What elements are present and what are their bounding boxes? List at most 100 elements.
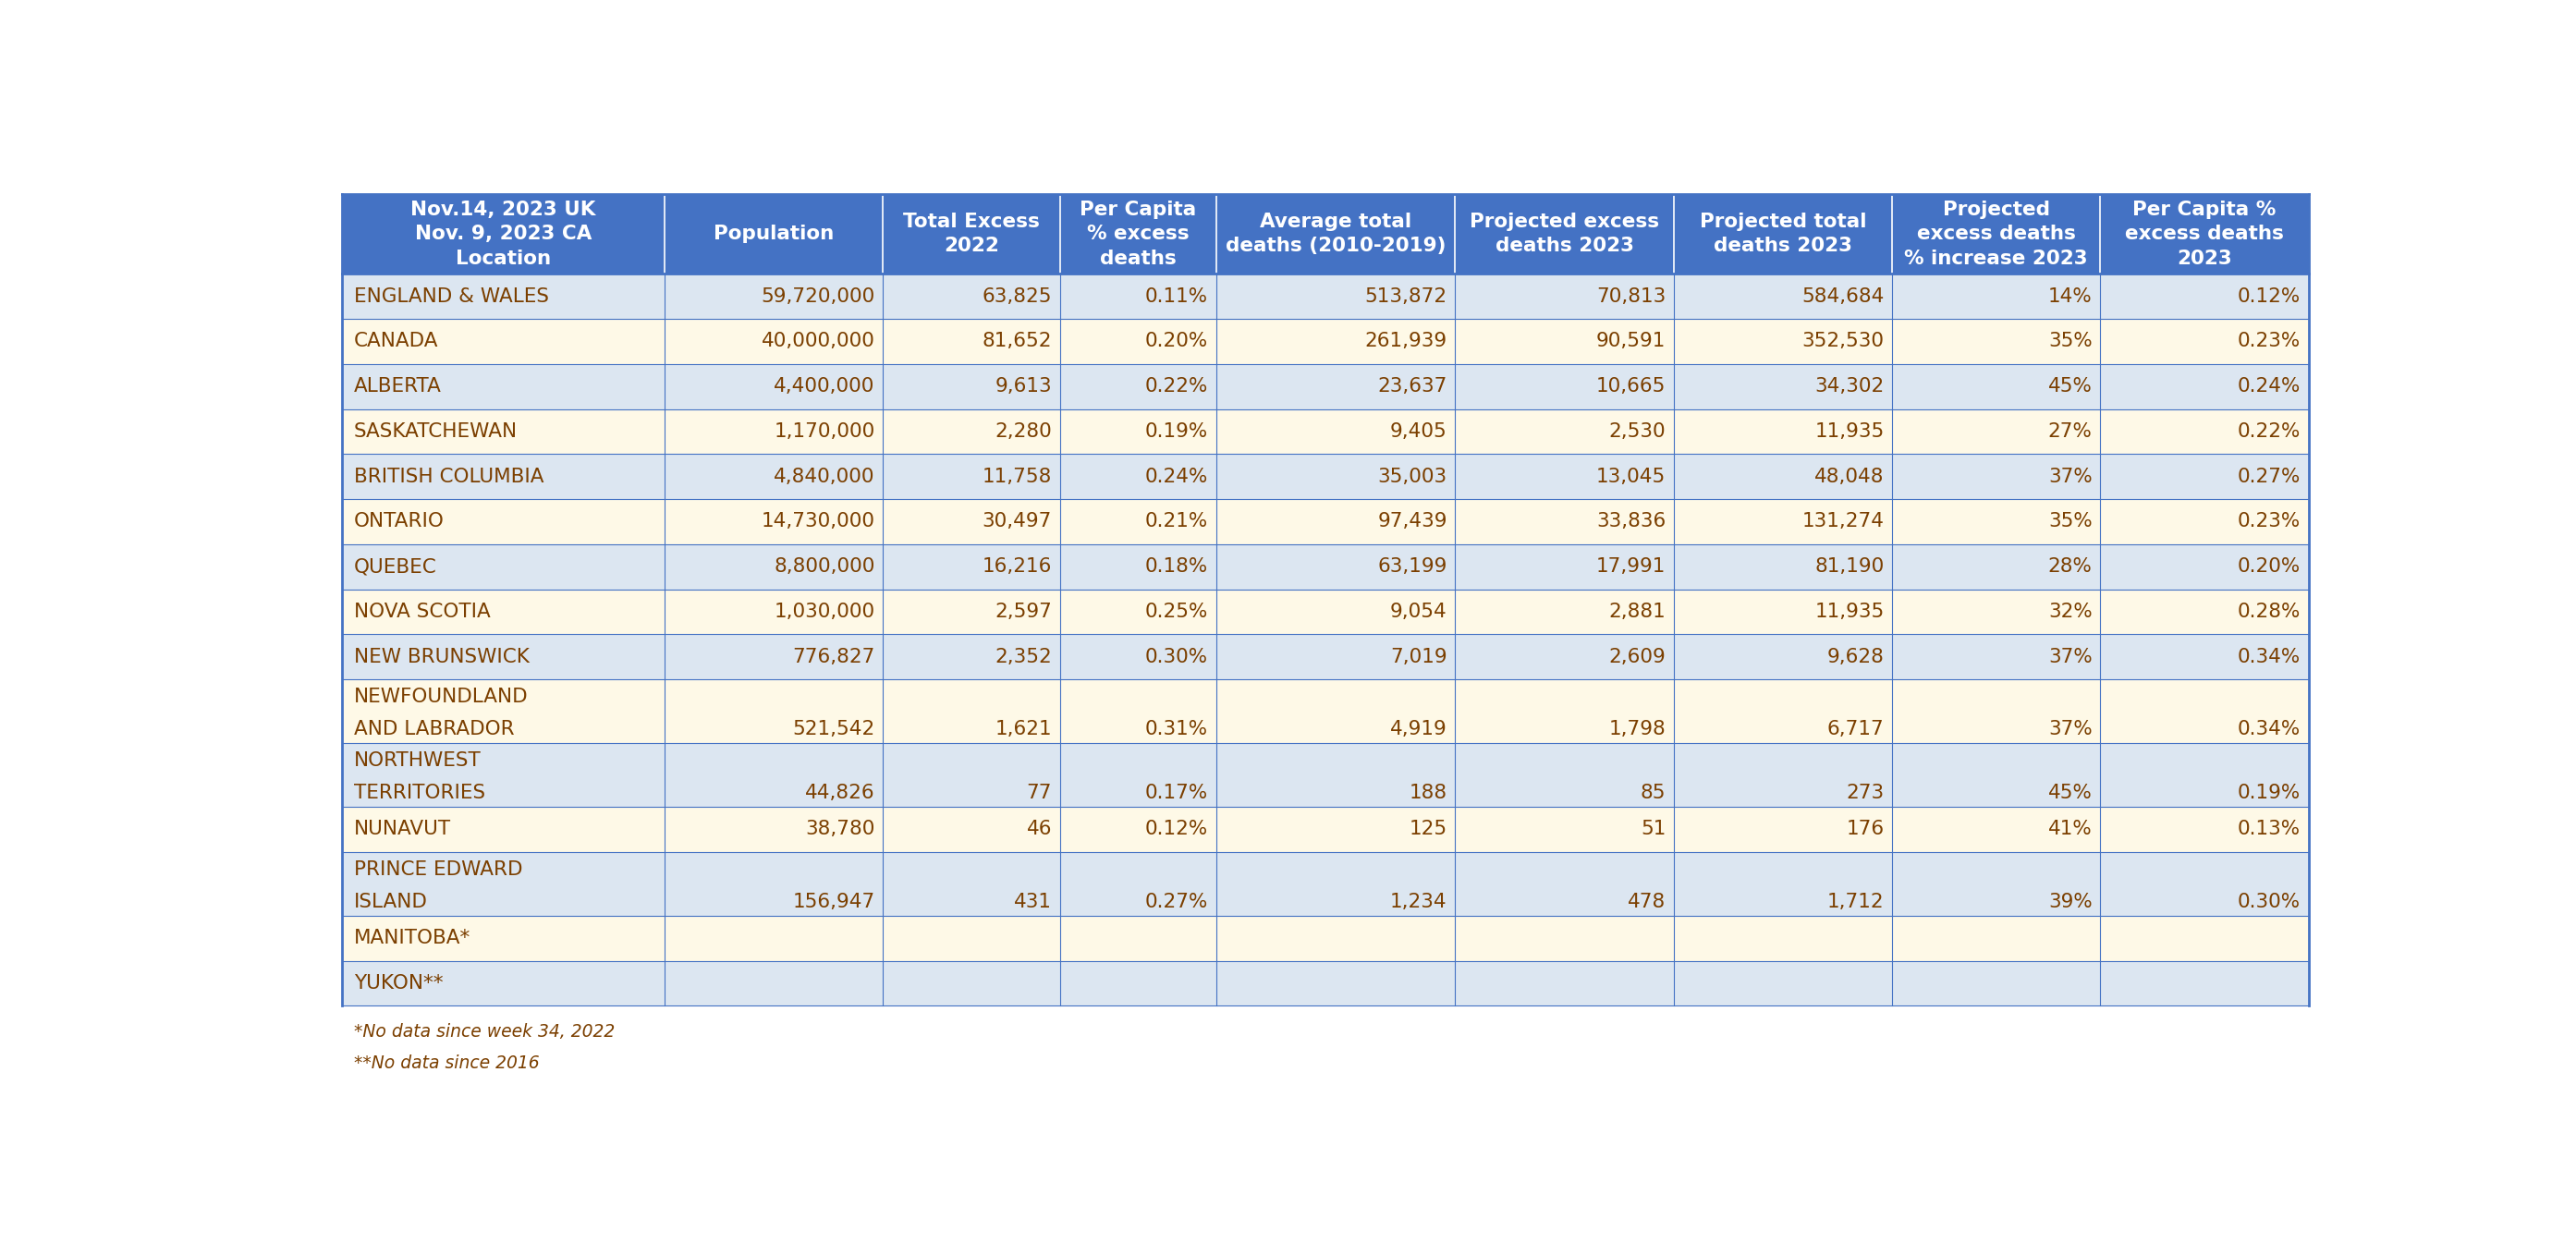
Text: 38,780: 38,780	[806, 821, 876, 838]
Bar	[343, 589, 2308, 634]
Bar	[343, 679, 2308, 743]
Text: 0.34%: 0.34%	[2239, 648, 2300, 666]
Text: 4,400,000: 4,400,000	[773, 378, 876, 395]
Text: 63,199: 63,199	[1378, 557, 1448, 576]
Text: 0.30%: 0.30%	[2239, 892, 2300, 911]
Text: Projected total
deaths 2023: Projected total deaths 2023	[1700, 212, 1868, 256]
Text: 77: 77	[1025, 783, 1051, 802]
Text: 261,939: 261,939	[1365, 333, 1448, 350]
Bar	[343, 364, 2308, 409]
Text: 1,234: 1,234	[1391, 892, 1448, 911]
Text: QUEBEC: QUEBEC	[353, 557, 438, 576]
Text: 776,827: 776,827	[793, 648, 876, 666]
Text: 37%: 37%	[2048, 648, 2092, 666]
Text: 6,717: 6,717	[1826, 720, 1883, 738]
Text: 11,935: 11,935	[1814, 602, 1883, 621]
Text: 0.28%: 0.28%	[2236, 602, 2300, 621]
Bar	[343, 743, 2308, 807]
Text: 81,190: 81,190	[1814, 557, 1883, 576]
Text: 97,439: 97,439	[1378, 512, 1448, 531]
Text: 33,836: 33,836	[1597, 512, 1667, 531]
Text: AND LABRADOR: AND LABRADOR	[353, 720, 515, 738]
Text: NOVA SCOTIA: NOVA SCOTIA	[353, 602, 489, 621]
Bar	[343, 961, 2308, 1005]
Text: Per Capita
% excess
deaths: Per Capita % excess deaths	[1079, 201, 1195, 267]
Text: ALBERTA: ALBERTA	[353, 378, 440, 395]
Text: Population: Population	[714, 225, 835, 243]
Text: 0.22%: 0.22%	[1144, 378, 1208, 395]
Text: 352,530: 352,530	[1803, 333, 1883, 350]
Text: 37%: 37%	[2048, 467, 2092, 486]
Text: 9,054: 9,054	[1391, 602, 1448, 621]
Bar	[343, 409, 2308, 454]
Text: 13,045: 13,045	[1597, 467, 1667, 486]
Text: 11,935: 11,935	[1814, 422, 1883, 441]
Text: 0.12%: 0.12%	[2239, 287, 2300, 306]
Text: ENGLAND & WALES: ENGLAND & WALES	[353, 287, 549, 306]
Bar	[343, 545, 2308, 589]
Text: 46: 46	[1025, 821, 1051, 838]
Text: 125: 125	[1409, 821, 1448, 838]
Text: Nov.14, 2023 UK
Nov. 9, 2023 CA
Location: Nov.14, 2023 UK Nov. 9, 2023 CA Location	[410, 201, 595, 267]
Text: 85: 85	[1641, 783, 1667, 802]
Text: Projected excess
deaths 2023: Projected excess deaths 2023	[1471, 212, 1659, 256]
Text: YUKON**: YUKON**	[353, 974, 443, 993]
Text: 63,825: 63,825	[981, 287, 1051, 306]
Text: NORTHWEST: NORTHWEST	[353, 752, 482, 771]
Text: 521,542: 521,542	[793, 720, 876, 738]
Text: 59,720,000: 59,720,000	[760, 287, 876, 306]
Text: 0.20%: 0.20%	[1144, 333, 1208, 350]
Text: 0.19%: 0.19%	[2239, 783, 2300, 802]
Text: 0.19%: 0.19%	[1144, 422, 1208, 441]
Text: 35,003: 35,003	[1378, 467, 1448, 486]
Text: 41%: 41%	[2048, 821, 2092, 838]
Text: 2,609: 2,609	[1607, 648, 1667, 666]
Text: 34,302: 34,302	[1814, 378, 1883, 395]
Text: 0.17%: 0.17%	[1144, 783, 1208, 802]
Text: 0.11%: 0.11%	[1144, 287, 1208, 306]
Text: 2,597: 2,597	[994, 602, 1051, 621]
Text: 14%: 14%	[2048, 287, 2092, 306]
Text: 11,758: 11,758	[981, 467, 1051, 486]
Text: NEWFOUNDLAND: NEWFOUNDLAND	[353, 688, 528, 707]
Text: 1,030,000: 1,030,000	[775, 602, 876, 621]
Bar	[343, 807, 2308, 852]
Bar	[343, 916, 2308, 961]
Text: 131,274: 131,274	[1803, 512, 1883, 531]
Text: 23,637: 23,637	[1378, 378, 1448, 395]
Text: SASKATCHEWAN: SASKATCHEWAN	[353, 422, 518, 441]
Text: 28%: 28%	[2048, 557, 2092, 576]
Text: Total Excess
2022: Total Excess 2022	[904, 212, 1041, 256]
Text: 0.25%: 0.25%	[1144, 602, 1208, 621]
Text: 478: 478	[1628, 892, 1667, 911]
Text: 0.23%: 0.23%	[2239, 512, 2300, 531]
Text: 35%: 35%	[2048, 333, 2092, 350]
Text: Per Capita %
excess deaths
2023: Per Capita % excess deaths 2023	[2125, 201, 2285, 267]
Text: 2,352: 2,352	[994, 648, 1051, 666]
Text: 0.20%: 0.20%	[2239, 557, 2300, 576]
Text: 45%: 45%	[2048, 783, 2092, 802]
Text: Projected
excess deaths
% increase 2023: Projected excess deaths % increase 2023	[1904, 201, 2089, 267]
Text: ONTARIO: ONTARIO	[353, 512, 446, 531]
Text: 431: 431	[1015, 892, 1051, 911]
Text: 45%: 45%	[2048, 378, 2092, 395]
Text: 14,730,000: 14,730,000	[762, 512, 876, 531]
Text: 44,826: 44,826	[806, 783, 876, 802]
Text: 39%: 39%	[2048, 892, 2092, 911]
Bar	[343, 454, 2308, 499]
Text: 30,497: 30,497	[981, 512, 1051, 531]
Text: 176: 176	[1847, 821, 1883, 838]
Text: 90,591: 90,591	[1597, 333, 1667, 350]
Bar	[343, 634, 2308, 679]
Text: 9,628: 9,628	[1826, 648, 1883, 666]
Text: BRITISH COLUMBIA: BRITISH COLUMBIA	[353, 467, 544, 486]
Text: 156,947: 156,947	[793, 892, 876, 911]
Text: 48,048: 48,048	[1814, 467, 1883, 486]
Text: TERRITORIES: TERRITORIES	[353, 783, 484, 802]
Bar	[343, 852, 2308, 916]
Text: 4,840,000: 4,840,000	[773, 467, 876, 486]
Text: 32%: 32%	[2048, 602, 2092, 621]
Text: 4,919: 4,919	[1391, 720, 1448, 738]
Text: 0.34%: 0.34%	[2239, 720, 2300, 738]
Text: 0.24%: 0.24%	[2236, 378, 2300, 395]
